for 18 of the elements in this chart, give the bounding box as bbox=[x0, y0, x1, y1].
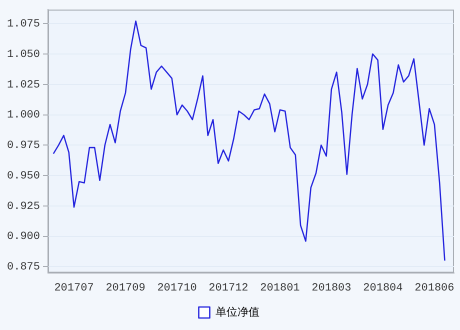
x-tick-label: 201801 bbox=[260, 282, 300, 294]
x-tick-label: 201806 bbox=[414, 282, 454, 294]
y-tick-label: 0.950 bbox=[6, 170, 40, 182]
legend-label: 单位净值 bbox=[215, 305, 260, 318]
y-tick-label: 1.000 bbox=[6, 110, 40, 122]
y-tick-label: 0.900 bbox=[6, 231, 40, 244]
y-tick-label: 1.025 bbox=[6, 79, 40, 92]
x-tick-label: 201712 bbox=[208, 282, 248, 294]
y-tick-label: 0.975 bbox=[6, 140, 40, 152]
y-tick-label: 1.075 bbox=[6, 18, 40, 30]
y-tick-label: 0.925 bbox=[6, 200, 40, 213]
y-tick-label: 0.875 bbox=[6, 262, 40, 274]
x-tick-label: 201710 bbox=[157, 282, 197, 294]
x-tick-label: 201709 bbox=[106, 282, 146, 294]
x-tick-label: 201803 bbox=[312, 282, 352, 294]
x-tick-label: 201804 bbox=[363, 282, 404, 294]
y-tick-label: 1.050 bbox=[6, 48, 40, 61]
x-tick-label: 201707 bbox=[54, 282, 94, 294]
